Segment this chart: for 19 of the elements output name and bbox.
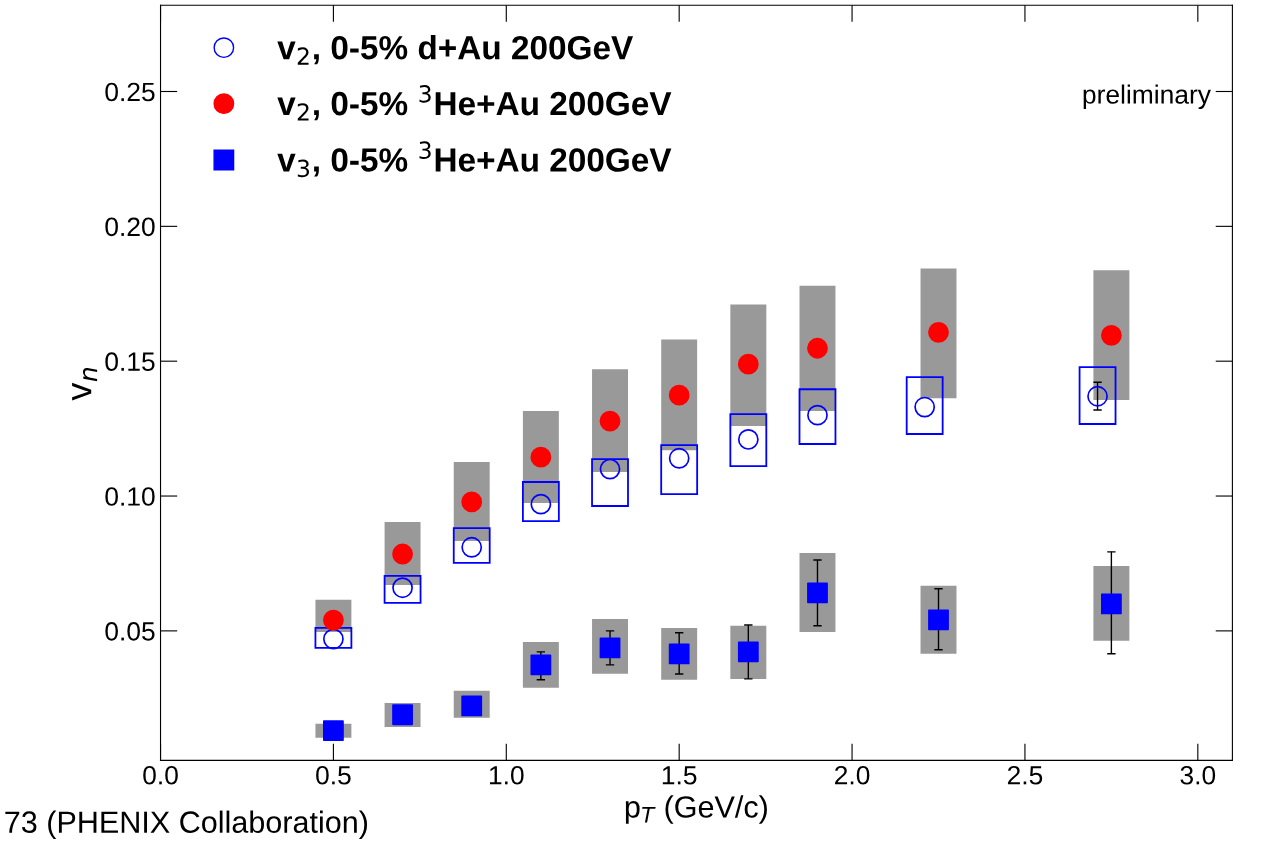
y-tick-label: 0.05 — [105, 622, 155, 641]
y-axis-title: v$_{n}$ — [72, 367, 98, 401]
y-tick-label: 0.25 — [105, 82, 155, 102]
y-tick-label: 0.10 — [105, 487, 155, 506]
annotation: preliminary — [1083, 84, 1211, 110]
x-tick-label: 2.0 — [835, 765, 870, 785]
x-tick-label: 0.0 — [143, 765, 178, 785]
x-tick-label: 2.5 — [1007, 765, 1043, 785]
y-tick-label: 0.20 — [105, 217, 155, 237]
legend-label: v$_{3}$, 0-5% $^{3}$He+Au 200GeV — [277, 141, 672, 178]
x-tick-label: 3.0 — [1180, 765, 1216, 785]
x-tick-label: 1.5 — [662, 766, 697, 785]
x-tick-label: 1.0 — [489, 765, 524, 785]
text: 73 (PHENIX Collaboration) — [5, 810, 368, 840]
y-tick-label: 0.15 — [105, 352, 155, 372]
x-tick-label: 0.5 — [316, 765, 351, 785]
legend-label: v$_{2}$, 0-5% d+Au 200GeV — [277, 35, 634, 65]
x-axis-title: p$_{T}$ (GeV/c) — [625, 795, 767, 824]
legend-label: v$_{2}$, 0-5% $^{3}$He+Au 200GeV — [277, 85, 672, 121]
